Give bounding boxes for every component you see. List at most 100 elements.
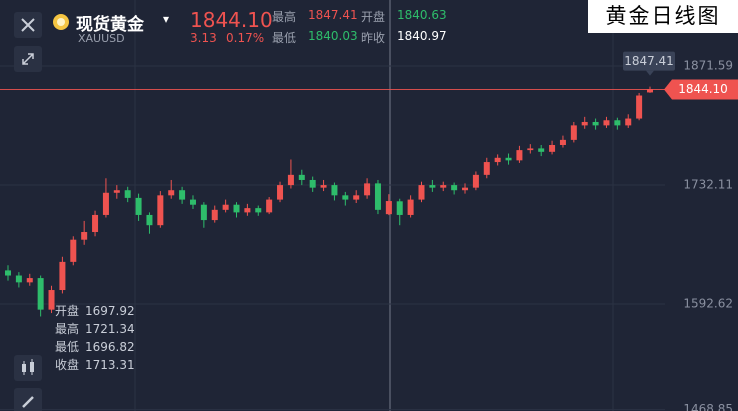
- tooltip-row: 最高 1721.34: [55, 320, 135, 338]
- candle-body: [538, 148, 545, 152]
- dropdown-arrow[interactable]: ▾: [163, 12, 170, 26]
- candle-body: [222, 204, 229, 210]
- pencil-icon: [22, 396, 34, 408]
- candle-type-button[interactable]: [14, 355, 42, 381]
- y-tick-label: 1592.62: [683, 297, 733, 311]
- tooltip-value: 1697.92: [85, 304, 135, 318]
- stat-value: 1847.41: [308, 8, 358, 22]
- candle-body: [298, 174, 305, 180]
- candle-body: [135, 197, 142, 215]
- tooltip-row: 最低 1696.82: [55, 338, 135, 356]
- candle-body: [625, 118, 632, 126]
- candle-body: [603, 120, 610, 126]
- close-icon: [21, 18, 35, 32]
- candle-body: [451, 185, 458, 191]
- caption: 黄金日线图: [605, 4, 721, 28]
- stat-value: 1840.03: [308, 29, 358, 43]
- last-price-label: 1844.10: [678, 82, 728, 96]
- stat-value: 1840.97: [397, 29, 447, 43]
- candle-body: [92, 214, 99, 233]
- candle-body: [168, 190, 175, 196]
- candle-body: [462, 187, 469, 191]
- candle-body: [364, 183, 371, 196]
- candle-body: [113, 190, 120, 193]
- candle-body: [200, 204, 207, 221]
- expand-icon: [22, 53, 34, 65]
- candle-body: [418, 185, 425, 200]
- price-change: 3.13: [190, 31, 217, 45]
- candle-body: [157, 195, 164, 226]
- stat-value: 1840.63: [397, 8, 447, 22]
- tooltip-value: 1696.82: [85, 340, 135, 354]
- candle-body: [70, 239, 77, 262]
- candle-body: [581, 121, 588, 126]
- candle-body: [26, 278, 33, 283]
- current-price: 1844.10: [190, 8, 273, 32]
- candle-body: [179, 190, 186, 200]
- caption-box: 黄金日线图: [588, 0, 738, 33]
- high-tag-box: [623, 51, 675, 71]
- candle-body: [37, 278, 44, 310]
- tooltip-value: 1721.34: [85, 322, 135, 336]
- candle-body: [102, 192, 109, 215]
- candle-body: [647, 89, 653, 93]
- candle-body: [396, 201, 403, 215]
- candle-body: [233, 204, 240, 213]
- stat-label: 最高: [272, 10, 297, 24]
- candle-body: [211, 209, 218, 221]
- candle-body: [59, 261, 66, 291]
- candle-body: [277, 185, 284, 200]
- candle-body: [516, 150, 523, 161]
- stat-label: 昨收: [361, 31, 386, 45]
- candle-body: [549, 144, 556, 152]
- gold-coin: [53, 14, 69, 30]
- price-change-percent: 0.17%: [226, 31, 265, 45]
- candle-body: [124, 190, 131, 198]
- candle-body: [266, 199, 273, 213]
- candle-body: [592, 121, 599, 126]
- candle-body: [570, 125, 577, 140]
- candle-body: [385, 201, 392, 215]
- candle-body: [559, 139, 566, 145]
- last-price-tag: [664, 79, 738, 100]
- candle-body: [5, 270, 11, 276]
- candle-body: [309, 179, 316, 188]
- candle-body: [505, 157, 512, 161]
- stat-label: 开盘: [361, 10, 386, 24]
- tooltip-label: 最低: [55, 340, 80, 354]
- y-tick-label: 1732.11: [683, 177, 733, 191]
- instrument-code: XAUUSD: [78, 32, 125, 45]
- tooltip-label: 最高: [55, 322, 80, 336]
- expand-button[interactable]: [14, 46, 42, 72]
- candle-body: [614, 120, 621, 126]
- candle-body: [255, 208, 262, 213]
- candle-body: [48, 290, 55, 310]
- candle-body: [494, 157, 501, 163]
- candle-body: [472, 174, 479, 188]
- candle-body: [407, 199, 414, 215]
- ohlc-tooltip: 开盘 1697.92 最高 1721.34 最低 1696.82 收盘 1713.31: [55, 302, 135, 374]
- tooltip-label: 收盘: [55, 358, 80, 372]
- close-button[interactable]: [14, 12, 42, 38]
- candle-icon: [22, 359, 34, 375]
- candle-body: [527, 148, 534, 151]
- candle-body: [636, 95, 643, 119]
- candle-body: [189, 199, 196, 205]
- candle-body: [320, 185, 327, 188]
- candle-body: [353, 195, 360, 200]
- high-tag-pointer: [646, 70, 654, 76]
- candle-body: [374, 183, 381, 210]
- candle-body: [244, 208, 251, 213]
- candle-body: [483, 162, 490, 175]
- draw-button[interactable]: [14, 388, 42, 411]
- candle-body: [331, 185, 338, 196]
- tooltip-label: 开盘: [55, 304, 80, 318]
- tooltip-row: 收盘 1713.31: [55, 356, 135, 374]
- instrument-name[interactable]: 现货黄金: [76, 15, 144, 35]
- tooltip-row: 开盘 1697.92: [55, 302, 135, 320]
- candle-body: [287, 174, 294, 186]
- high-tag-label: 1847.41: [624, 54, 674, 68]
- candle-body: [81, 232, 88, 240]
